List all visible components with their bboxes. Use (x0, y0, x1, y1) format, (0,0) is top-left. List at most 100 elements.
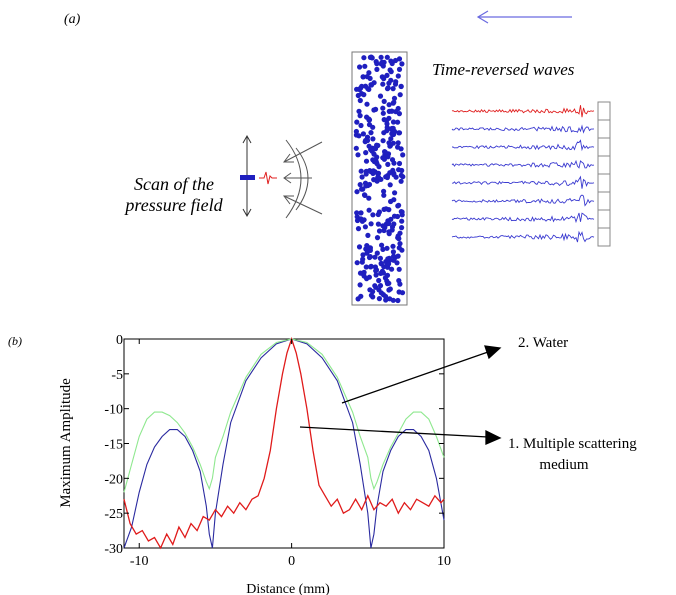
scatterer-dot (400, 152, 406, 158)
scatterer-dot (366, 274, 372, 280)
scatterer-dot (383, 293, 389, 300)
y-tick-label: -25 (104, 507, 123, 522)
annotation-ms-line2: medium (539, 457, 588, 473)
scatterer-dot (368, 130, 374, 136)
scatterer-dot (376, 296, 382, 302)
signal-trace (451, 212, 595, 224)
scatterer-dot (390, 86, 396, 92)
scatterer-dot (396, 130, 402, 136)
scatterer-dot (392, 190, 398, 196)
scatterer-dot (390, 125, 396, 131)
scatterer-dot (374, 154, 380, 160)
signal-trace (452, 139, 595, 152)
scatterer-dot (365, 232, 371, 238)
scatterer-dot (373, 268, 379, 274)
scatterer-dot (399, 225, 405, 231)
scatterer-dot (360, 131, 366, 137)
scatterer-dot (368, 221, 374, 227)
scatterer-dot (360, 252, 366, 258)
chart-series (123, 336, 445, 550)
scatterer-dot (391, 253, 397, 259)
scatterer-dot (357, 282, 363, 288)
signal-trace (451, 230, 595, 243)
scatterer-dot (381, 130, 387, 136)
scatterer-dot (381, 227, 387, 234)
scatterer-dot (388, 216, 394, 222)
scatterer-dot (370, 124, 376, 130)
scatterer-dot (358, 122, 364, 129)
series-line-0 (123, 338, 445, 549)
scatterer-dot (398, 172, 404, 178)
scatterer-dot (368, 263, 374, 269)
scatterer-dot (372, 283, 378, 289)
scatterer-dot (384, 121, 390, 127)
scatterer-dot (387, 170, 393, 176)
time-reversed-signals (451, 105, 595, 243)
annotation-arrow-medium (299, 426, 502, 445)
scatterer-dot (373, 272, 379, 278)
scatterer-dot (353, 128, 359, 135)
panel-a-label: (a) (64, 12, 81, 27)
scatterer-dot (380, 270, 386, 276)
scatterer-dot (389, 224, 396, 230)
scatterer-dot (355, 226, 362, 232)
propagation-arrow-icon (476, 10, 572, 24)
scatterer-dot (396, 66, 403, 72)
scatterer-dot (381, 156, 387, 162)
scatterer-dots (353, 54, 406, 304)
signal-trace (451, 124, 595, 134)
scatterer-dot (388, 58, 394, 64)
scatterer-dot (369, 148, 375, 154)
scatterer-dot (378, 290, 384, 296)
scatterer-dot (388, 77, 394, 83)
series-line-1 (123, 338, 445, 493)
scatterer-dot (396, 56, 403, 62)
scatterer-dot (370, 212, 376, 218)
scatterer-dot (366, 70, 372, 76)
scatterer-dot (389, 157, 396, 163)
scatterer-dot (375, 211, 381, 218)
scatterer-dot (366, 86, 372, 92)
scatterer-dot (363, 158, 370, 164)
scatterer-dot (384, 245, 390, 251)
scatterer-dot (374, 66, 380, 72)
annotation-water: 2. Water (518, 335, 568, 351)
time-reversed-label: Time-reversed waves (432, 60, 575, 79)
scatterer-dot (371, 107, 377, 113)
scatterer-dot (390, 119, 397, 125)
scatterer-dot (381, 192, 387, 198)
chart-ticks: 0 -5 -10 -15 -20 -25 -30 -10 0 10 (104, 333, 451, 569)
scatterer-dot (380, 105, 386, 111)
scatterer-dot (399, 61, 405, 67)
scatterer-dot (391, 99, 397, 105)
scatterer-dot (396, 278, 402, 284)
x-axis-label: Distance (mm) (246, 582, 330, 595)
scatterer-dot (398, 178, 404, 184)
signal-trace (451, 175, 595, 189)
plot-frame (123, 338, 445, 549)
scatterer-dot (364, 101, 370, 107)
scatterer-dot (357, 113, 363, 119)
scatterer-dot (396, 160, 403, 167)
scatterer-dot (363, 171, 369, 177)
scatterer-dot (366, 195, 372, 201)
scatterer-dot (395, 203, 401, 209)
scatterer-dot (390, 249, 396, 255)
scatterer-dot (361, 92, 367, 98)
scatterer-dot (372, 264, 378, 270)
scatterer-dot (365, 244, 371, 250)
scatterer-dot (376, 228, 383, 234)
scatterer-dot (386, 261, 392, 267)
scatterer-dot (362, 224, 368, 230)
scattering-slab (351, 51, 408, 306)
scatterer-dot (375, 174, 381, 180)
scatterer-dot (370, 136, 376, 142)
scatterer-dot (395, 119, 401, 125)
scatterer-dot (374, 142, 380, 148)
scatterer-dot (368, 54, 374, 60)
y-tick-label: -30 (104, 542, 123, 557)
scatterer-dot (366, 207, 372, 213)
scatterer-dot (382, 275, 388, 281)
y-tick-label: -10 (104, 403, 123, 418)
